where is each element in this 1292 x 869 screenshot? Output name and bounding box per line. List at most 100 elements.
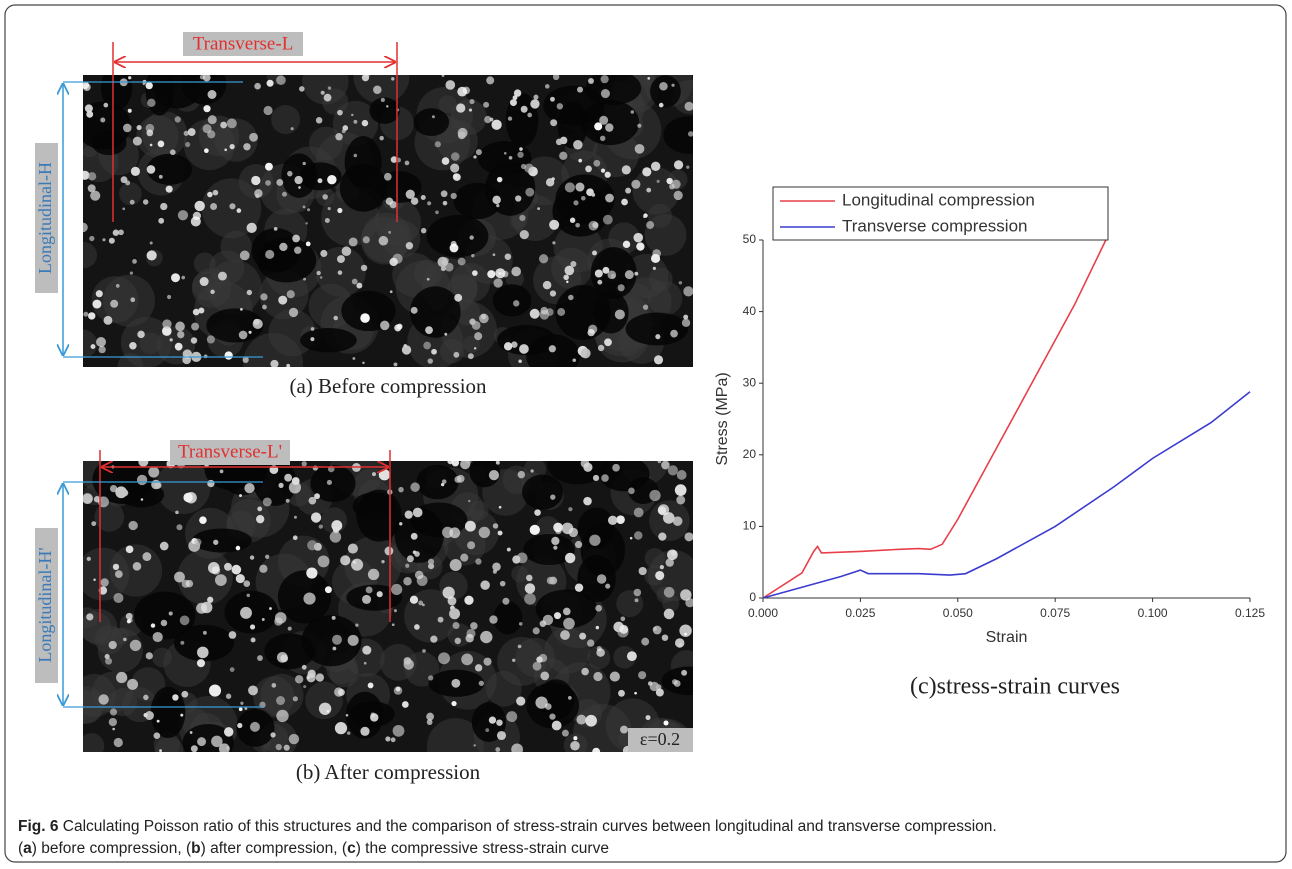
particle: [172, 694, 178, 700]
cell-wall: [649, 267, 673, 291]
particle: [146, 652, 153, 659]
particle: [453, 352, 459, 358]
particle: [178, 210, 188, 220]
particle: [207, 335, 215, 343]
particle: [421, 195, 426, 200]
particle: [519, 344, 529, 354]
particle: [316, 673, 324, 681]
particle: [515, 195, 521, 201]
particle: [362, 646, 371, 655]
particle: [581, 459, 590, 468]
particle: [250, 555, 254, 559]
particle: [276, 696, 285, 705]
particle: [533, 95, 538, 100]
particle: [141, 498, 143, 500]
particle: [625, 270, 634, 279]
particle: [110, 300, 118, 308]
particle: [213, 190, 219, 196]
particle: [307, 677, 310, 680]
particle: [496, 204, 499, 207]
particle: [89, 236, 94, 241]
particle: [509, 156, 513, 160]
particle: [87, 557, 91, 561]
particle: [269, 607, 272, 610]
particle: [461, 653, 473, 665]
particle: [545, 84, 550, 89]
particle: [307, 540, 317, 550]
particle: [598, 345, 604, 351]
particle: [518, 471, 525, 478]
particle: [364, 662, 367, 665]
particle: [524, 163, 533, 172]
particle: [110, 708, 117, 715]
particle: [306, 242, 311, 247]
particle: [634, 508, 644, 518]
particle: [128, 76, 131, 79]
particle: [299, 86, 305, 92]
particle: [271, 683, 276, 688]
particle: [441, 190, 448, 197]
particle: [510, 99, 517, 106]
particle: [451, 679, 460, 688]
particle: [511, 267, 521, 277]
particle: [450, 163, 459, 172]
particle: [250, 624, 255, 629]
particle: [634, 531, 642, 539]
particle: [588, 78, 594, 84]
particle: [115, 570, 123, 578]
particle: [479, 681, 484, 686]
particle: [638, 671, 646, 679]
particle: [295, 675, 303, 683]
particle: [203, 105, 210, 112]
particle: [591, 193, 595, 197]
particle: [658, 504, 669, 515]
particle: [287, 290, 295, 298]
particle: [249, 133, 258, 142]
transverse-label: Transverse-L: [193, 33, 294, 54]
particle: [553, 546, 557, 550]
particle: [575, 183, 584, 192]
particle: [251, 637, 256, 642]
particle: [161, 620, 168, 627]
particle: [276, 710, 288, 722]
particle: [390, 290, 393, 293]
particle: [458, 258, 466, 266]
particle: [147, 99, 155, 107]
particle: [343, 125, 349, 131]
particle: [492, 563, 501, 572]
particle: [224, 727, 233, 736]
particle: [123, 638, 127, 642]
particle: [327, 480, 332, 485]
particle: [320, 276, 323, 279]
particle: [525, 583, 535, 593]
particle: [688, 131, 694, 137]
y-tick-label: 40: [743, 304, 757, 318]
particle: [442, 157, 450, 165]
particle: [550, 119, 557, 126]
particle: [603, 215, 613, 225]
particle: [519, 215, 525, 221]
particle: [138, 457, 148, 467]
particle: [347, 731, 351, 735]
particle: [351, 559, 363, 571]
particle: [236, 574, 245, 583]
particle: [502, 598, 509, 605]
particle: [256, 515, 264, 523]
particle: [254, 83, 261, 90]
particle: [302, 461, 307, 466]
particle: [489, 717, 496, 724]
particle: [298, 186, 301, 189]
particle: [628, 488, 635, 495]
particle: [605, 194, 614, 203]
particle: [656, 688, 664, 696]
particle: [318, 178, 323, 183]
particle: [105, 658, 112, 665]
particle: [260, 293, 267, 300]
particle: [224, 351, 232, 359]
particle: [327, 710, 330, 713]
particle: [175, 343, 183, 351]
particle: [475, 558, 481, 564]
particle: [451, 152, 460, 161]
particle: [543, 615, 553, 625]
particle: [540, 307, 548, 315]
